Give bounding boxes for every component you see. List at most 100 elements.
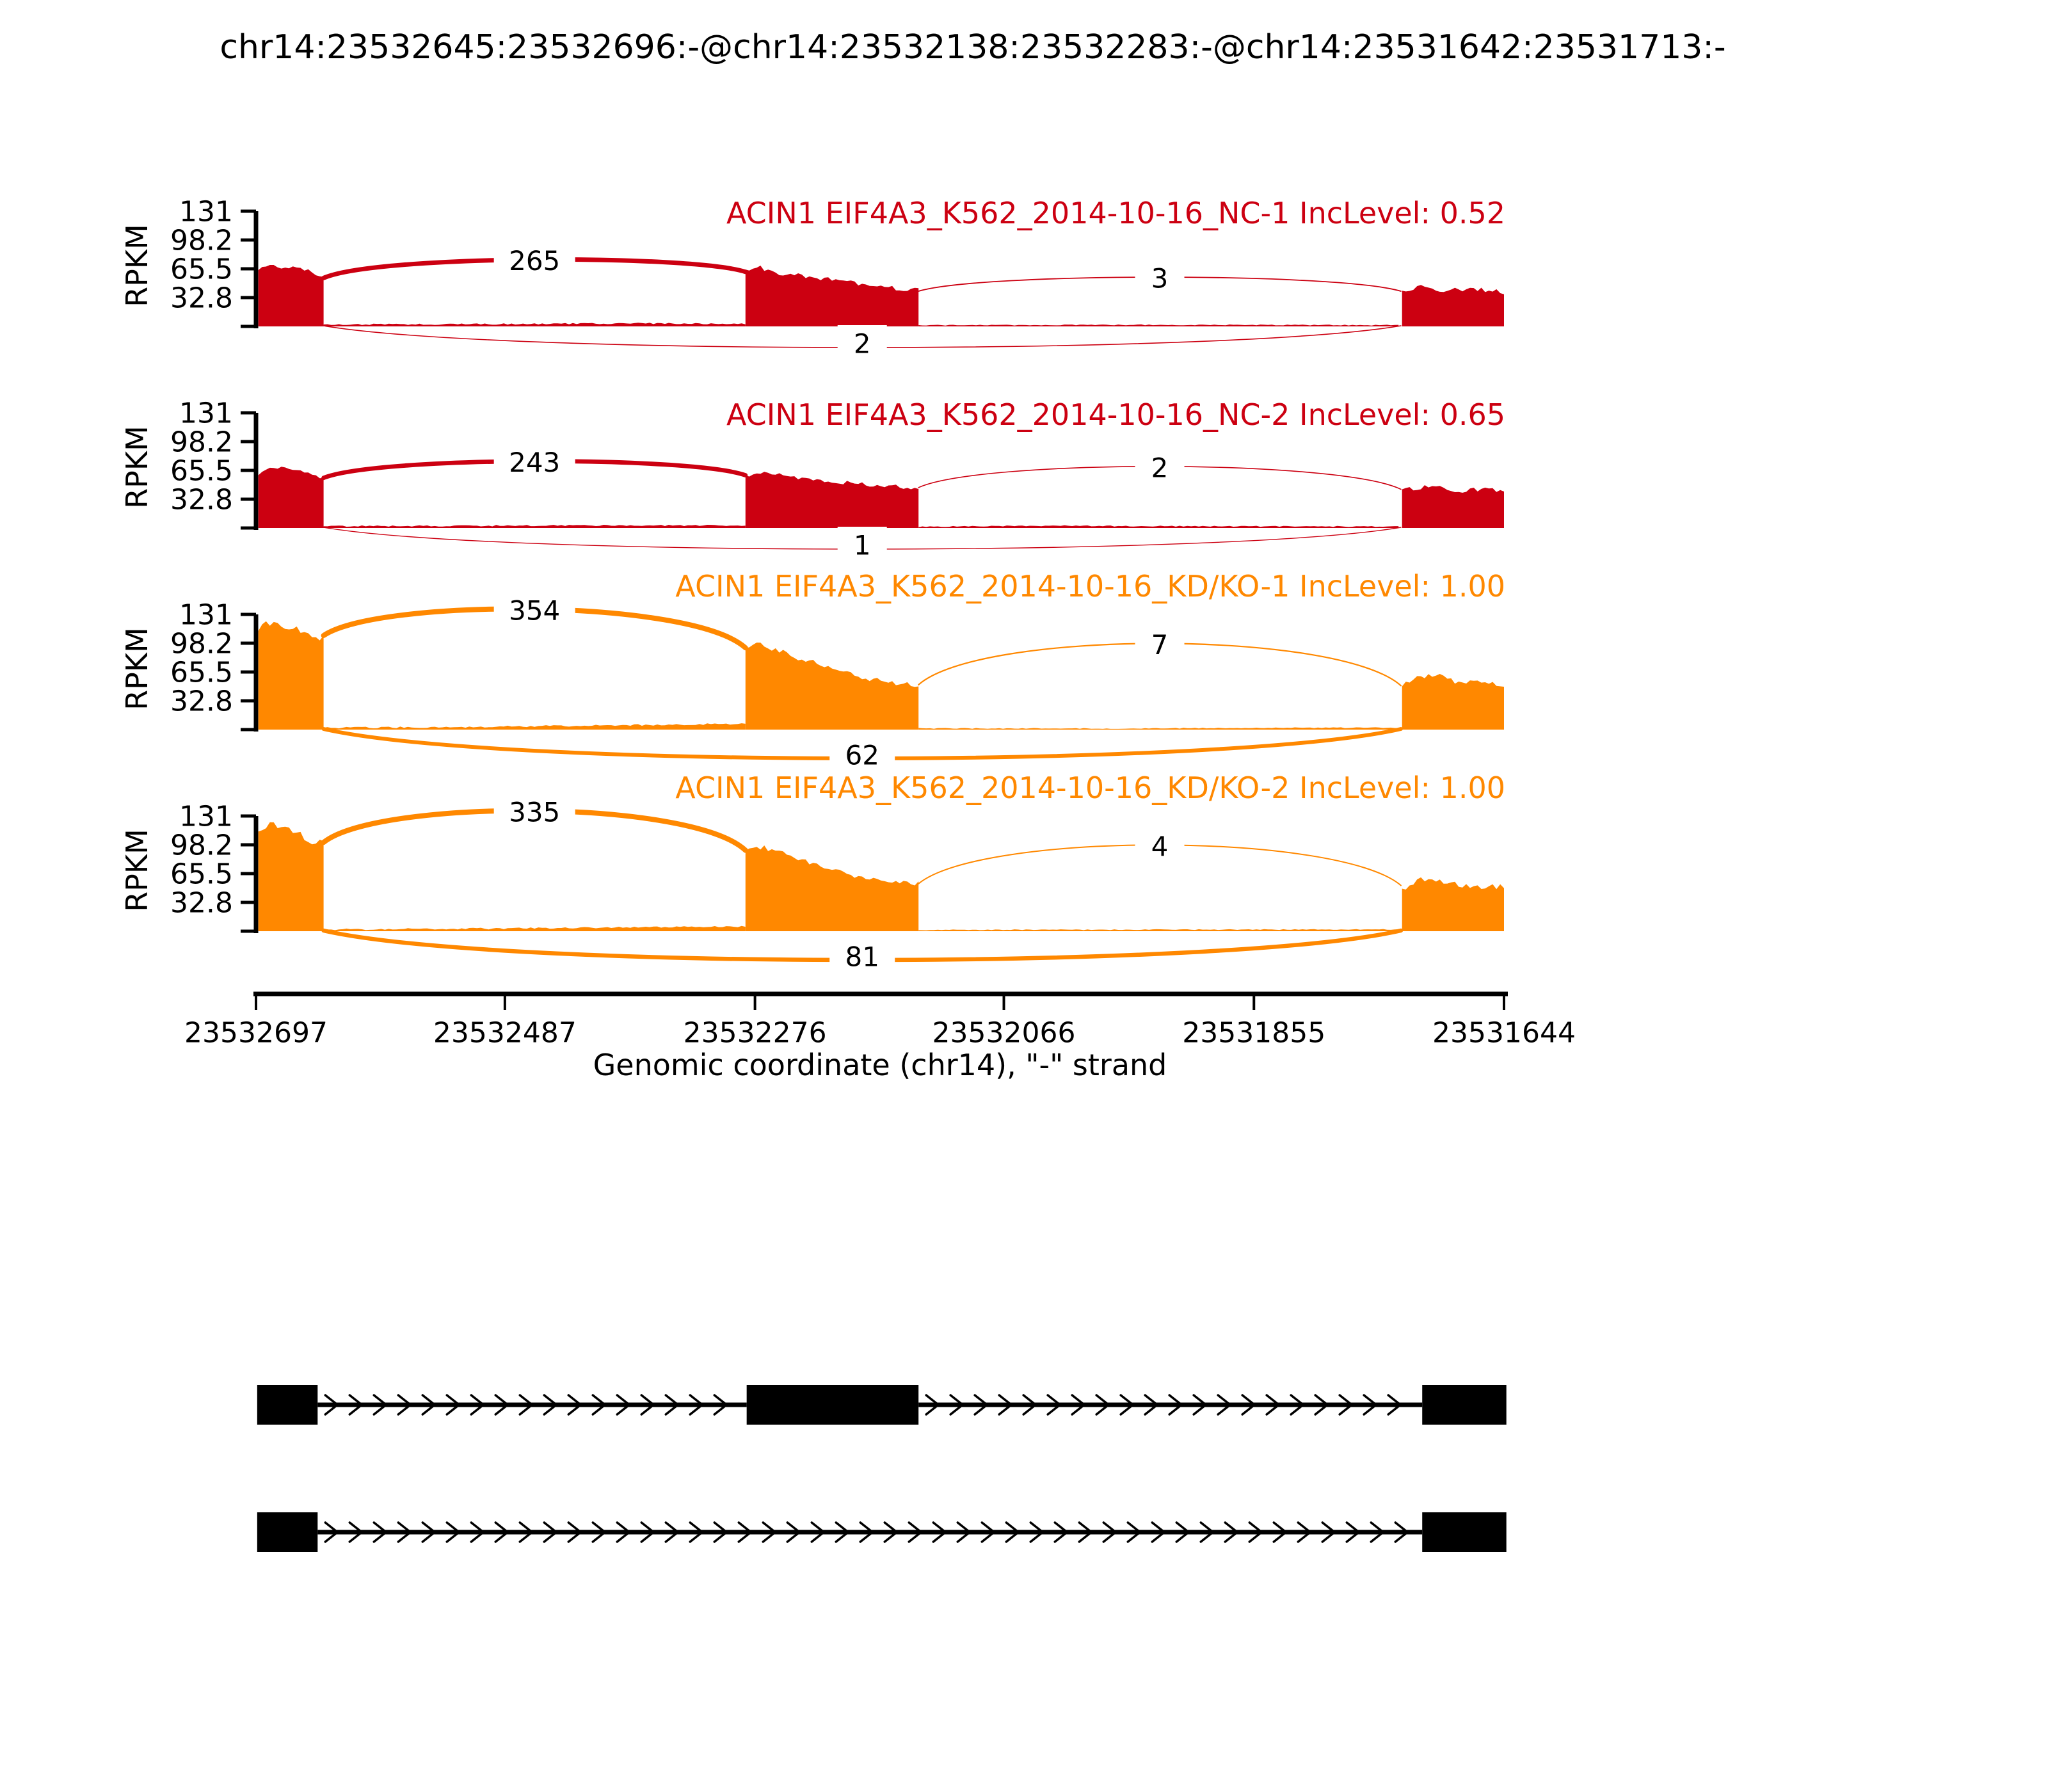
intron-arrow [1363, 1394, 1377, 1416]
intron-arrow [567, 1521, 582, 1543]
junction-count-box [493, 793, 575, 831]
junction-count-box [493, 591, 575, 629]
intron-arrow [737, 1521, 753, 1543]
y-tick-label: 131 [179, 801, 233, 833]
intron-arrow [1053, 1521, 1069, 1543]
intron-arrow [1290, 1394, 1304, 1416]
intron-arrow [1321, 1521, 1336, 1543]
junction-count-box [1135, 626, 1185, 664]
junction-count-box [1135, 449, 1185, 486]
intron-arrow [1046, 1394, 1061, 1416]
x-tick-label: 23532066 [932, 1017, 1076, 1050]
intron-arrow [1029, 1521, 1044, 1543]
track-label: ACIN1 EIF4A3_K562_2014-10-16_KD/KO-2 Inc… [675, 771, 1505, 805]
intron-arrow [1005, 1521, 1020, 1543]
y-tick-label: 32.8 [170, 282, 233, 315]
track-label: ACIN1 EIF4A3_K562_2014-10-16_KD/KO-1 Inc… [675, 569, 1505, 604]
junction-count-box [829, 737, 895, 774]
intron-arrow [543, 1521, 558, 1543]
junction-count-label: 62 [845, 740, 879, 771]
intron-arrow [616, 1394, 631, 1416]
intron-arrow [908, 1521, 923, 1543]
intron-arrow [664, 1521, 680, 1543]
y-axis-title: RPKM [120, 426, 154, 509]
intron-arrow [518, 1394, 534, 1416]
exon-box [746, 1385, 919, 1425]
junction-count-box [493, 242, 575, 280]
y-axis-title: RPKM [120, 224, 154, 307]
intron-arrow [348, 1394, 364, 1416]
junction-count-label: 4 [1151, 831, 1169, 862]
junction-count-label: 335 [509, 796, 560, 828]
intron-arrow [1126, 1521, 1142, 1543]
intron-arrow [494, 1394, 509, 1416]
intron-arrow [1394, 1521, 1409, 1543]
intron-arrow [397, 1394, 412, 1416]
coverage-left-exon [258, 822, 324, 931]
intron-arrow [324, 1521, 339, 1543]
intron-arrow [1217, 1394, 1231, 1416]
junction-count-label: 2 [1151, 452, 1169, 483]
intron-arrow [445, 1394, 461, 1416]
junction-count-label: 243 [509, 447, 560, 478]
junction-count-label: 354 [509, 595, 560, 626]
coverage-intron-1 [323, 723, 746, 730]
intron-arrow [640, 1521, 655, 1543]
y-tick-label: 98.2 [170, 628, 233, 660]
intron-arrow [1265, 1394, 1280, 1416]
intron-arrow [1314, 1394, 1329, 1416]
intron-arrow [932, 1521, 947, 1543]
coverage-left-exon [258, 467, 324, 528]
x-tick-label: 23532697 [184, 1017, 328, 1050]
junction-count-box [493, 444, 575, 481]
junction-count-label: 7 [1151, 629, 1169, 660]
track-label: ACIN1 EIF4A3_K562_2014-10-16_NC-1 IncLev… [726, 196, 1505, 230]
intron-arrow [470, 1521, 485, 1543]
x-axis-title: Genomic coordinate (chr14), "-" strand [593, 1048, 1167, 1082]
intron-arrow [1338, 1394, 1353, 1416]
x-tick-label: 23531855 [1182, 1017, 1325, 1050]
y-axis-title: RPKM [120, 627, 154, 710]
intron-arrow [1151, 1521, 1166, 1543]
intron-arrow [1175, 1521, 1190, 1543]
coverage-left-exon [258, 621, 324, 730]
coverage-right-exon [1402, 877, 1504, 931]
coverage-intron-2 [918, 727, 1399, 730]
y-tick-label: 131 [179, 196, 233, 228]
intron-arrow [543, 1394, 558, 1416]
junction-count-label: 3 [1151, 263, 1169, 294]
exon-box [257, 1512, 318, 1552]
coverage-middle-exon [745, 845, 919, 931]
intron-arrow [1224, 1521, 1239, 1543]
intron-arrow [1387, 1394, 1402, 1416]
intron-arrow [421, 1521, 436, 1543]
coverage-intron-1 [323, 525, 746, 528]
isoform-2 [257, 1512, 1507, 1552]
intron-arrow [494, 1521, 509, 1543]
intron-arrow [664, 1394, 680, 1416]
intron-arrow [1078, 1521, 1093, 1543]
junction-count-box [829, 938, 895, 975]
coverage-intron-2 [918, 324, 1399, 326]
coverage-middle-exon [745, 643, 919, 730]
intron-arrow [956, 1521, 972, 1543]
intron-arrow [713, 1521, 728, 1543]
junction-count-box [1135, 260, 1185, 298]
track-label: ACIN1 EIF4A3_K562_2014-10-16_NC-2 IncLev… [726, 397, 1505, 432]
y-tick-label: 131 [179, 599, 233, 632]
intron-arrow [616, 1521, 631, 1543]
intron-arrow [786, 1521, 801, 1543]
coverage-intron-2 [918, 929, 1399, 931]
intron-arrow [470, 1394, 485, 1416]
intron-arrow [397, 1521, 412, 1543]
intron-arrow [1119, 1394, 1134, 1416]
junction-count-box [837, 325, 887, 362]
intron-arrow [348, 1521, 364, 1543]
intron-arrow [1241, 1394, 1256, 1416]
intron-arrow [859, 1521, 874, 1543]
intron-arrow [762, 1521, 777, 1543]
